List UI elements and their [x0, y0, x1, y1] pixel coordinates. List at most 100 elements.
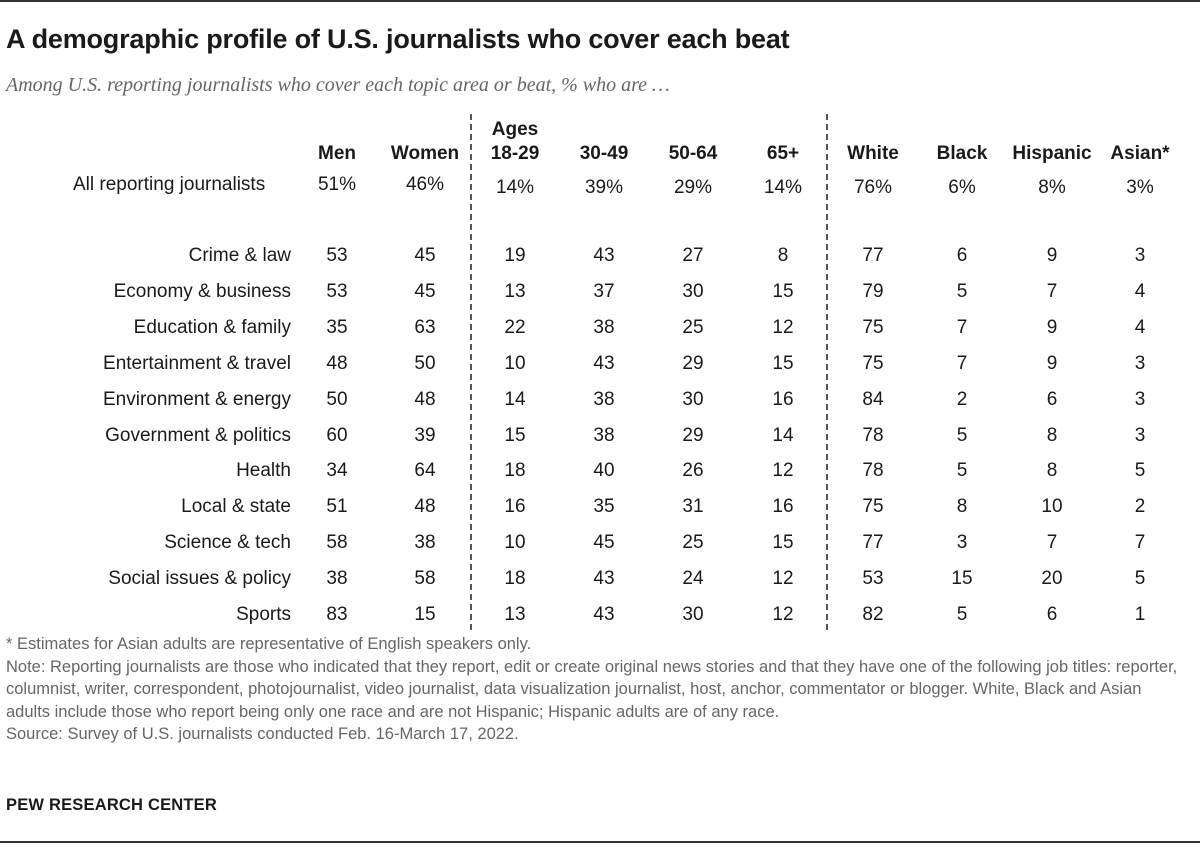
table-cell: 75 [862, 352, 884, 374]
row-label: Social issues & policy [108, 568, 291, 590]
table-cell: 5 [956, 280, 968, 302]
table-cell: 7 [1046, 280, 1058, 302]
table-cell: 50 [414, 352, 436, 374]
table-cell: 1 [1134, 604, 1146, 625]
table-cell: 6 [956, 245, 968, 266]
row-label: Entertainment & travel [103, 352, 291, 374]
table-cell: 63 [414, 316, 436, 338]
table-cell: 78 [862, 460, 884, 482]
table-cell: 10 [504, 532, 526, 554]
table-cell: 15 [772, 532, 794, 554]
row-label: Health [236, 460, 291, 482]
column-header: Women [390, 143, 460, 164]
notes-block: * Estimates for Asian adults are represe… [6, 633, 1186, 746]
table-cell: 13 [504, 280, 526, 302]
table-cell: 14 [504, 388, 526, 410]
table-cell: 39 [414, 424, 436, 446]
table-cell: 24 [682, 568, 704, 590]
table-cell: 6 [1046, 604, 1058, 625]
table-cell: 27 [682, 245, 704, 266]
top-rule [0, 0, 1200, 2]
table-cell: 53 [326, 245, 348, 266]
column-header: Hispanic [1012, 143, 1092, 164]
table-cell: 7 [956, 352, 968, 374]
column-header: 65+ [766, 143, 800, 164]
column-header: Asian* [1110, 143, 1170, 164]
table-cell: 12 [772, 460, 794, 482]
table-cell: 3 [1134, 352, 1146, 374]
table-cell: 16 [504, 496, 526, 518]
table-cell: 75 [862, 316, 884, 338]
column-header: 30-49 [579, 143, 629, 164]
table-cell: 84 [862, 388, 884, 410]
table-cell: 77 [862, 245, 884, 266]
table-cell: 12 [772, 316, 794, 338]
table-cell: 5 [1134, 460, 1146, 482]
table-cell: 8 [777, 245, 789, 266]
summary-value: 3% [1126, 177, 1154, 198]
summary-value: 39% [584, 177, 624, 198]
table-cell: 9 [1046, 352, 1058, 374]
column-header: Black [936, 143, 988, 164]
table-cell: 48 [326, 352, 348, 374]
bottom-rule [0, 841, 1200, 843]
table-cell: 2 [956, 388, 968, 410]
publisher-footer: PEW RESEARCH CENTER [6, 796, 217, 814]
table-cell: 48 [414, 496, 436, 518]
table-cell: 18 [504, 568, 526, 590]
table-cell: 14 [772, 424, 794, 446]
row-label: Government & politics [105, 424, 291, 446]
table-cell: 6 [1046, 388, 1058, 410]
table-cell: 3 [1134, 245, 1146, 266]
table-cell: 16 [772, 388, 794, 410]
table-cell: 78 [862, 424, 884, 446]
chart-subtitle: Among U.S. reporting journalists who cov… [6, 74, 670, 96]
row-label: Science & tech [164, 532, 291, 554]
summary-value: 46% [405, 174, 445, 195]
table-cell: 3 [1134, 388, 1146, 410]
table-cell: 40 [593, 460, 615, 482]
table-cell: 15 [772, 352, 794, 374]
summary-value: 14% [763, 177, 803, 198]
summary-value: 29% [673, 177, 713, 198]
table-cell: 13 [504, 604, 526, 625]
table-cell: 7 [956, 316, 968, 338]
methodology-note: Note: Reporting journalists are those wh… [6, 657, 1178, 721]
divider-age-race [826, 114, 828, 630]
table-cell: 9 [1046, 245, 1058, 266]
table-cell: 38 [593, 424, 615, 446]
table-cell: 3 [956, 532, 968, 554]
table-cell: 15 [772, 280, 794, 302]
column-header: White [847, 143, 899, 164]
table-cell: 12 [772, 604, 794, 625]
summary-value: 51% [317, 174, 357, 195]
table-cell: 2 [1134, 496, 1146, 518]
summary-value: 8% [1038, 177, 1066, 198]
table-cell: 38 [593, 388, 615, 410]
table-cell: 45 [593, 532, 615, 554]
row-label: Economy & business [113, 280, 291, 302]
summary-row-label: All reporting journalists [73, 174, 266, 195]
table-cell: 45 [414, 280, 436, 302]
chart-title: A demographic profile of U.S. journalist… [6, 24, 790, 54]
table-cell: 29 [682, 352, 704, 374]
table-cell: 31 [682, 496, 704, 518]
table-cell: 18 [504, 460, 526, 482]
table-cell: 7 [1046, 532, 1058, 554]
table-cell: 8 [1046, 424, 1058, 446]
table-cell: 5 [956, 604, 968, 625]
table-cell: 43 [593, 245, 615, 266]
table-cell: 5 [956, 424, 968, 446]
table-cell: 8 [1046, 460, 1058, 482]
table-cell: 9 [1046, 316, 1058, 338]
table-cell: 58 [414, 568, 436, 590]
column-header: 18-29 [490, 143, 540, 164]
summary-value: 14% [495, 177, 535, 198]
table-cell: 7 [1134, 532, 1146, 554]
table-cell: 35 [593, 496, 615, 518]
table-cell: 60 [326, 424, 348, 446]
row-label: Sports [236, 604, 291, 625]
table-cell: 15 [951, 568, 973, 590]
table-cell: 35 [326, 316, 348, 338]
